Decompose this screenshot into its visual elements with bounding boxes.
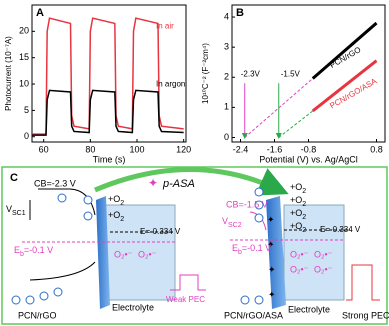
e-label: E=-0.334 V [140,227,181,236]
eb-label: Eb=-0.1 V [232,243,271,255]
pec-label: Weak PEC [166,295,205,304]
radical: O₂•⁻ [290,249,309,259]
o2: +O2 [290,221,306,233]
sub: 2 [302,188,306,195]
y-tick-label: 3 [224,42,229,52]
o2: +O2 [290,195,306,207]
y-tick-label: 15 [19,52,29,62]
e: E [232,243,238,253]
e: E [14,245,20,255]
arrow [94,167,289,196]
x-tick-label: -1.6 [267,144,283,154]
sub: 2 [302,227,306,234]
o2: +O2 [290,208,306,220]
e-label: E=-0.334 V [320,225,361,234]
vsc-label: VSC2 [222,216,242,228]
x-axis-label: Time (s) [93,154,126,164]
panel-label: A [36,7,44,19]
modifier: p-ASA [162,178,195,190]
cb-label: CB=-1.5 V [226,199,268,209]
val: =-0.1 V [242,243,271,253]
svg-text:✦: ✦ [267,214,275,224]
v: V [6,204,12,214]
pec-label: Strong PEC [342,310,389,320]
svg-text:✦: ✦ [267,239,275,249]
sub: 2 [302,214,306,221]
extrapolation [278,110,314,138]
y-axis-label: Photocurrent (10⁻⁷A) [4,36,13,111]
data-line [311,21,378,80]
o2-text: +O [108,194,120,204]
o2-text: +O [290,182,302,192]
svg-text:✦: ✦ [268,264,276,274]
x-tick-label: 60 [39,144,49,154]
radical: O₂•⁻ [314,264,333,274]
electrode [266,196,286,309]
sub: b [238,249,242,256]
panel-frame [1,166,388,325]
pulse [170,274,206,291]
y-tick-label: 20 [19,26,29,36]
o2-text: +O [290,208,302,218]
y-tick-label: 0 [224,132,229,142]
material: PCN/rGO/ASA [224,310,283,320]
panel-label: B [236,7,244,19]
val: =-0.1 V [24,245,53,255]
series-label: In air [156,21,174,30]
eb-label: Eb=-0.1 V [14,245,53,257]
series-label: In argon [156,79,185,88]
sub: SC2 [228,222,242,229]
electrolyte-label: Electrolyte [288,304,330,314]
sub: 2 [302,201,306,208]
radical: O₂•⁻ [290,264,309,274]
annotation: -2.3V [241,69,261,78]
radical: O₂•⁻ [314,249,333,259]
sub: SC1 [12,210,26,217]
x-tick-label: 100 [129,144,144,154]
x-tick-label: -0.8 [301,144,317,154]
y-tick-label: 2 [224,72,229,82]
x-tick-label: -2.4 [233,144,249,154]
o2: +O2 [108,210,124,222]
band [38,188,96,216]
o2-text: +O [108,210,120,220]
radical: O₂•⁻ [138,249,157,259]
y-axis-label: 10¹⁰C⁻² (F⁻²cm⁴) [201,43,210,104]
star: ✦ [148,176,158,190]
cb-label: CB=-2.3 V [34,178,76,188]
v: V [222,216,228,226]
y-tick-label: 10 [19,78,29,88]
y-tick-label: 4 [224,11,229,21]
o2-text: +O [290,195,302,205]
radical: O₂•⁻ [114,249,133,259]
panel-label: C [10,172,18,184]
vsc-label: VSC1 [6,204,26,216]
x-tick-label: 80 [85,144,95,154]
data-line [32,89,184,136]
electrolyte-box [283,204,345,301]
y-tick-label: 1 [224,102,229,112]
electrode [96,196,110,309]
band [29,261,96,281]
y-tick-label: 5 [24,105,29,115]
o2: +O2 [290,182,306,194]
o2: +O2 [108,194,124,206]
sub: b [20,251,24,258]
annotation: -1.5V [281,69,301,78]
material: PCN/rGO [18,310,57,320]
data-line [32,17,184,135]
y-tick-label: 0 [24,131,29,141]
electrolyte-label: Electrolyte [112,302,154,312]
x-tick-label: 120 [176,144,191,154]
data-line [311,59,378,113]
plot-frame [31,4,187,143]
sub: 2 [120,200,124,207]
pulse [346,264,380,301]
o2-text: +O [290,221,302,231]
x-tick-label: 0.8 [370,144,383,154]
sub: 2 [120,216,124,223]
x-axis-label: Potential (V) vs. Ag/AgCl [259,154,358,164]
svg-text:✦: ✦ [268,289,276,299]
